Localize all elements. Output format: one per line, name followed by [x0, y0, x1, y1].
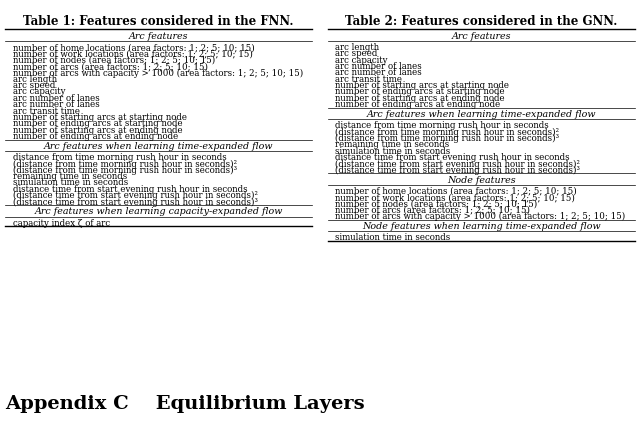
Text: Appendix C    Equilibrium Layers: Appendix C Equilibrium Layers: [5, 395, 365, 413]
Text: number of starting arcs at ending node: number of starting arcs at ending node: [13, 125, 182, 135]
Text: number of ending arcs at starting node: number of ending arcs at starting node: [13, 119, 182, 128]
Text: Table 2: Features considered in the GNN.: Table 2: Features considered in the GNN.: [345, 15, 618, 28]
Text: distance from time morning rush hour in seconds: distance from time morning rush hour in …: [335, 121, 549, 130]
Text: Table 1: Features considered in the FNN.: Table 1: Features considered in the FNN.: [24, 15, 294, 28]
Text: distance from time morning rush hour in seconds: distance from time morning rush hour in …: [13, 153, 227, 162]
Text: capacity index ζ of arc: capacity index ζ of arc: [13, 218, 110, 228]
Text: arc transit time: arc transit time: [13, 107, 80, 115]
Text: arc capacity: arc capacity: [335, 56, 388, 65]
Text: arc number of lanes: arc number of lanes: [335, 69, 422, 77]
Text: (distance from time morning rush hour in seconds)³: (distance from time morning rush hour in…: [13, 166, 237, 175]
Text: simulation time in seconds: simulation time in seconds: [335, 233, 451, 243]
Text: Arc features: Arc features: [452, 32, 511, 41]
Text: number of arcs (area factors: 1; 2; 5; 10; 15): number of arcs (area factors: 1; 2; 5; 1…: [335, 206, 531, 215]
Text: arc length: arc length: [13, 75, 57, 84]
Text: arc speed: arc speed: [335, 49, 378, 59]
Text: (distance time from start evening rush hour in seconds)²: (distance time from start evening rush h…: [13, 191, 258, 200]
Text: (distance from time morning rush hour in seconds)³: (distance from time morning rush hour in…: [335, 134, 559, 143]
Text: number of arcs with capacity > 1000 (area factors: 1; 2; 5; 10; 15): number of arcs with capacity > 1000 (are…: [335, 212, 626, 222]
Text: number of home locations (area factors: 1; 2; 5; 10; 15): number of home locations (area factors: …: [335, 187, 577, 196]
Text: arc number of lanes: arc number of lanes: [335, 62, 422, 71]
Text: distance time from start evening rush hour in seconds: distance time from start evening rush ho…: [13, 185, 248, 194]
Text: arc transit time: arc transit time: [335, 75, 403, 84]
Text: number of work locations (area factors: 1; 2; 5; 10; 15): number of work locations (area factors: …: [335, 193, 575, 202]
Text: Arc features: Arc features: [129, 32, 188, 41]
Text: (distance from time morning rush hour in seconds)²: (distance from time morning rush hour in…: [13, 160, 237, 169]
Text: remaining time in seconds: remaining time in seconds: [13, 172, 127, 181]
Text: number of arcs (area factors: 1; 2; 5; 10; 15): number of arcs (area factors: 1; 2; 5; 1…: [13, 62, 208, 71]
Text: number of nodes (area factors: 1; 2; 5; 10; 15): number of nodes (area factors: 1; 2; 5; …: [13, 56, 215, 65]
Text: number of ending arcs at starting node: number of ending arcs at starting node: [335, 87, 505, 97]
Text: Node features: Node features: [447, 176, 516, 184]
Text: Arc features when learning time-expanded flow: Arc features when learning time-expanded…: [367, 110, 596, 119]
Text: number of starting arcs at starting node: number of starting arcs at starting node: [13, 113, 187, 122]
Text: simulation time in seconds: simulation time in seconds: [13, 178, 128, 187]
Text: (distance from time morning rush hour in seconds)²: (distance from time morning rush hour in…: [335, 128, 559, 137]
Text: arc number of lanes: arc number of lanes: [13, 100, 100, 109]
Text: Arc features when learning capacity-expanded flow: Arc features when learning capacity-expa…: [35, 207, 283, 216]
Text: (distance time from start evening rush hour in seconds)²: (distance time from start evening rush h…: [335, 160, 580, 169]
Text: simulation time in seconds: simulation time in seconds: [335, 147, 451, 156]
Text: number of nodes (area factors: 1; 2; 5; 10; 15): number of nodes (area factors: 1; 2; 5; …: [335, 200, 538, 208]
Text: number of ending arcs at ending node: number of ending arcs at ending node: [335, 100, 500, 109]
Text: remaining time in seconds: remaining time in seconds: [335, 140, 450, 149]
Text: number of arcs with capacity > 1000 (area factors: 1; 2; 5; 10; 15): number of arcs with capacity > 1000 (are…: [13, 69, 303, 78]
Text: Arc features when learning time-expanded flow: Arc features when learning time-expanded…: [44, 142, 273, 151]
Text: Node features when learning time-expanded flow: Node features when learning time-expande…: [362, 222, 600, 231]
Text: arc length: arc length: [335, 43, 380, 52]
Text: number of work locations (area factors: 1; 2; 5; 10; 15): number of work locations (area factors: …: [13, 49, 253, 59]
Text: number of home locations (area factors: 1; 2; 5; 10; 15): number of home locations (area factors: …: [13, 43, 255, 52]
Text: arc capacity: arc capacity: [13, 87, 65, 97]
Text: number of starting arcs at ending node: number of starting arcs at ending node: [335, 94, 505, 103]
Text: (distance time from start evening rush hour in seconds)³: (distance time from start evening rush h…: [335, 166, 580, 175]
Text: distance time from start evening rush hour in seconds: distance time from start evening rush ho…: [335, 153, 570, 162]
Text: number of starting arcs at starting node: number of starting arcs at starting node: [335, 81, 509, 90]
Text: number of ending arcs at ending node: number of ending arcs at ending node: [13, 132, 178, 141]
Text: (distance time from start evening rush hour in seconds)³: (distance time from start evening rush h…: [13, 198, 258, 207]
Text: arc number of lanes: arc number of lanes: [13, 94, 100, 103]
Text: arc speed: arc speed: [13, 81, 55, 90]
